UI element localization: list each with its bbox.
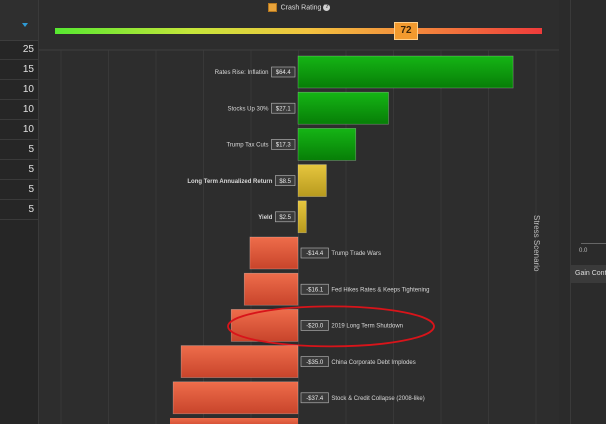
value-box	[300, 247, 329, 259]
value-label: -$20.0	[306, 324, 324, 330]
table-row[interactable]: 10	[0, 80, 38, 100]
bar-1[interactable]	[297, 91, 389, 125]
stress-chart-panel: Crash Rating? 72 $64.4 Rates Rise: Inflat…	[39, 0, 559, 424]
value-label: -$37.4	[306, 396, 324, 402]
bar-6[interactable]	[243, 272, 299, 306]
highlight-annotation	[227, 305, 435, 348]
bar-3[interactable]	[297, 164, 327, 197]
category-label: Stock & Credit Collapse (2008-like)	[331, 396, 424, 402]
left-table-panel: 25 15 10 10 10 5 5 5 5	[0, 0, 39, 424]
category-label: Trump Tax Cuts	[226, 143, 268, 149]
table-row[interactable]: 15	[0, 60, 38, 80]
value-box	[300, 392, 329, 404]
bar-chart: $64.4 Rates Rise: Inflation $27.1 Stocks Up…	[39, 49, 559, 424]
gain-contribution-panel: 0.0 Gain Contri	[570, 0, 606, 424]
category-label: Trump Trade Wars	[331, 251, 381, 257]
value-box	[275, 175, 296, 186]
value-label: -$35.0	[306, 360, 324, 366]
category-label: Stocks Up 30%	[227, 106, 269, 112]
value-label: $2.5	[279, 215, 291, 221]
legend-swatch	[267, 3, 277, 12]
bar-9[interactable]	[172, 381, 299, 415]
value-box	[300, 356, 329, 367]
category-label: Rates Rise: Inflation	[215, 70, 269, 76]
crash-rating-gradient	[55, 28, 542, 34]
table-row[interactable]: 10	[0, 120, 38, 140]
value-label: -$16.1	[306, 287, 324, 293]
category-label: Long Term Annualized Return	[187, 179, 272, 185]
value-box	[271, 139, 296, 150]
table-row[interactable]: 5	[0, 180, 38, 200]
sort-down-icon[interactable]	[22, 23, 28, 27]
table-row[interactable]: 5	[0, 200, 38, 220]
table-row[interactable]: 5	[0, 160, 38, 180]
help-icon[interactable]: ?	[323, 4, 331, 11]
value-box	[271, 66, 296, 78]
chart-legend: Crash Rating?	[39, 3, 559, 12]
value-box	[300, 283, 329, 295]
category-label: 2019 Long Term Shutdown	[331, 324, 403, 330]
value-label: $27.1	[276, 106, 292, 112]
table-row[interactable]: 25	[0, 40, 38, 60]
axis-line	[581, 243, 606, 244]
value-label: $64.4	[276, 70, 292, 76]
bar-4[interactable]	[297, 200, 307, 234]
legend-label: Crash Rating	[280, 4, 322, 12]
category-label: Yield	[258, 215, 272, 221]
table-row[interactable]: 10	[0, 100, 38, 120]
value-label: $17.3	[276, 143, 292, 149]
axis-tick-label: 0.0	[579, 248, 588, 254]
value-box	[271, 102, 296, 114]
table-header[interactable]	[0, 0, 38, 41]
bar-2[interactable]	[297, 128, 357, 161]
table-row[interactable]: 5	[0, 140, 38, 160]
value-box	[300, 320, 329, 331]
bar-8[interactable]	[180, 345, 299, 378]
value-box	[275, 211, 296, 223]
value-label: -$14.4	[306, 251, 324, 257]
bar-5[interactable]	[249, 236, 299, 270]
value-label: $8.5	[279, 179, 291, 185]
bar-0[interactable]	[297, 55, 514, 89]
category-label: Fed Hikes Rates & Keeps Tightening	[331, 287, 429, 293]
crash-rating-badge: 72	[394, 22, 418, 40]
category-label: China Corporate Debt Implodes	[331, 360, 415, 366]
bar-partial	[170, 418, 298, 424]
gain-contribution-tab[interactable]: Gain Contri	[571, 265, 606, 283]
stress-scenario-label: Stress Scenario	[532, 215, 541, 272]
